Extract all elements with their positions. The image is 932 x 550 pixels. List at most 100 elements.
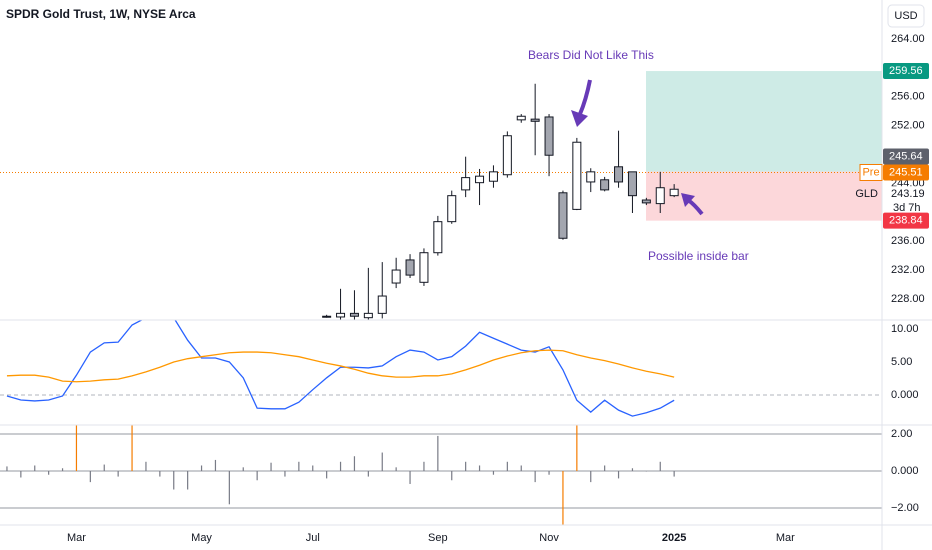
candle-body	[461, 177, 471, 191]
x-tick-label: 2025	[662, 532, 686, 544]
histogram-bar	[367, 471, 369, 477]
annotation-arrowhead	[571, 110, 588, 127]
annotation: Bears Did Not Like This	[528, 48, 654, 62]
target-label-box	[883, 63, 929, 80]
histogram-bar	[298, 461, 300, 472]
histogram-bar	[534, 471, 536, 483]
entry-label-box	[883, 148, 929, 165]
currency[interactable]: USD	[894, 10, 917, 22]
candle-body	[447, 195, 457, 223]
candle-body	[641, 199, 651, 204]
candle-body	[377, 295, 387, 314]
histogram-bar	[548, 471, 550, 475]
annotation-arrow	[578, 79, 592, 115]
candle-body	[544, 116, 554, 156]
annotation-arrowhead	[681, 193, 695, 207]
histogram-bar	[506, 461, 508, 472]
x-tick-label: Nov	[539, 532, 559, 544]
chart-title: SPDR Gold Trust, 1W, NYSE Arca	[6, 7, 196, 21]
y-tick-label: 2.00	[891, 428, 912, 440]
candle-body	[614, 166, 624, 183]
histogram-bar	[159, 471, 161, 477]
premarket-tag: Pre	[862, 166, 879, 178]
histogram-bar	[20, 471, 22, 478]
histogram-bar	[75, 425, 78, 472]
histogram-pane	[0, 425, 882, 525]
y-tick-label: 236.00	[891, 235, 925, 247]
y-tick-label: 0.000	[891, 465, 919, 477]
candle-body	[600, 179, 610, 191]
histogram-bar	[256, 471, 258, 481]
target-label: 259.56	[889, 65, 923, 77]
histogram-bar	[131, 425, 133, 472]
candle-body	[530, 118, 540, 122]
candle-body	[419, 252, 429, 283]
histogram-bar	[145, 461, 147, 472]
x-tick-label: Jul	[306, 532, 320, 544]
histogram-bar	[89, 471, 91, 483]
indicator-line	[6, 320, 675, 417]
x-tick-label: May	[191, 532, 212, 544]
stop-label-box	[883, 212, 929, 229]
y-tick-label: 228.00	[891, 293, 925, 305]
candle-body	[363, 312, 373, 319]
entry-label: 245.64	[889, 150, 923, 162]
y-tick-label: 252.00	[891, 120, 925, 132]
histogram-bar	[659, 461, 661, 472]
candle-body	[669, 188, 679, 197]
candle-body	[475, 175, 485, 184]
histogram-bar	[631, 468, 634, 472]
y-tick-label: 264.00	[891, 33, 925, 45]
y-tick-label: 5.00	[891, 356, 912, 368]
histogram-bar	[214, 459, 217, 472]
y-tick-label: −2.00	[891, 502, 919, 514]
premarket-tag-box	[859, 163, 883, 181]
histogram-bar	[604, 465, 606, 472]
histogram-bar	[228, 471, 230, 505]
candle-body	[488, 171, 498, 182]
x-tick-label: Mar	[67, 532, 86, 544]
candle-body	[502, 135, 512, 176]
histogram-bar	[34, 465, 36, 472]
histogram-bar	[117, 471, 119, 477]
histogram-bar	[465, 461, 467, 472]
last-price: 243.19	[891, 188, 925, 200]
candle-body	[349, 312, 359, 317]
premarket-label: 245.51	[889, 166, 923, 178]
countdown: 3d 7h	[893, 202, 921, 214]
histogram-bar	[590, 471, 592, 483]
candle-body	[558, 192, 568, 239]
histogram-bar	[409, 471, 411, 484]
histogram-bar	[6, 466, 8, 472]
histogram-bar	[673, 471, 675, 477]
currency-button[interactable]	[887, 4, 925, 28]
histogram-bar	[353, 456, 356, 472]
candle-body	[391, 269, 401, 284]
histogram-bar	[312, 465, 314, 472]
histogram-bar	[492, 471, 495, 475]
histogram-bar	[451, 471, 453, 481]
histogram-bar	[520, 465, 522, 472]
histogram-bar	[270, 462, 272, 472]
histogram-bar	[173, 471, 175, 490]
premarket-label-box	[883, 164, 929, 181]
candle-body	[336, 312, 346, 318]
y-tick-label: 256.00	[891, 91, 925, 103]
histogram-bar	[381, 452, 383, 472]
histogram-bar	[242, 467, 244, 472]
candle-body	[655, 187, 665, 205]
stop-label: 238.84	[889, 215, 923, 227]
target-zone	[646, 71, 882, 172]
symbol-tag: GLD	[855, 188, 878, 200]
indicator-line	[6, 349, 675, 383]
histogram-bar	[423, 461, 425, 472]
histogram-bar	[284, 471, 286, 477]
price-pane	[0, 71, 882, 320]
y-tick-label: 0.000	[891, 389, 919, 401]
candle-body	[572, 141, 582, 210]
candle-body	[516, 115, 526, 121]
indicator-pane	[0, 320, 882, 417]
histogram-bar	[395, 467, 397, 472]
histogram-bar	[576, 425, 578, 472]
